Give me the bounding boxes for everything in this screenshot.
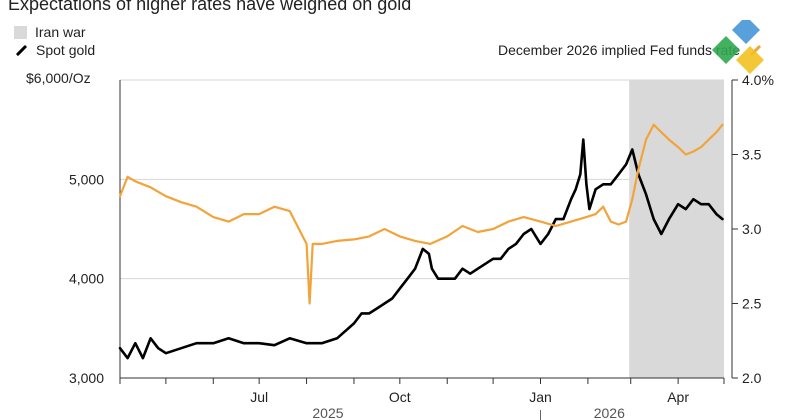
legend-iran-war: Iran war [14,24,86,40]
legend-fed-funds: December 2026 implied Fed funds rate [498,42,762,58]
right-tick-label-0: 2.0 [742,370,762,386]
iran-war-region [629,80,724,378]
right-tick-label-3: 3.5 [742,147,762,163]
left-tick-label-2: 5,000 [69,171,104,187]
year-label-0: 2025 [312,405,343,420]
left-tick-label-1: 4,000 [69,271,104,287]
legend-spot-gold-label: Spot gold [36,42,96,58]
left-axis-unit-label: $6,000/Oz [26,70,91,86]
legend-iran-war-label: Iran war [35,24,86,40]
spot-gold-line [118,138,724,360]
right-tick-label-1: 2.5 [742,296,762,312]
right-tick-label-4: 4.0% [742,72,774,88]
logo-icon [712,20,764,74]
year-label-1: 2026 [594,405,625,420]
x-tick-label-1: Oct [389,389,411,405]
legend-fed-funds-label: December 2026 implied Fed funds rate [497,42,740,58]
axes [119,79,738,420]
chart-title: Expectations of higher rates have weighe… [8,0,412,14]
x-tick-label-3: Apr [667,389,689,405]
iran-war-swatch [14,25,27,39]
fed-funds-rate-line [118,123,724,305]
legend-spot-gold: Spot gold [14,42,95,58]
series-lines [118,123,724,360]
x-tick-label-2: Jan [529,389,552,405]
left-tick-label-0: 3,000 [69,370,104,386]
shaded-region [629,80,724,378]
tick-labels: 3,000 4,000 5,000 2.0 2.5 3.0 3.5 4.0% Jul Oct Jan… [69,72,774,420]
right-tick-label-2: 3.0 [742,221,762,237]
x-tick-label-0: Jul [250,389,268,405]
